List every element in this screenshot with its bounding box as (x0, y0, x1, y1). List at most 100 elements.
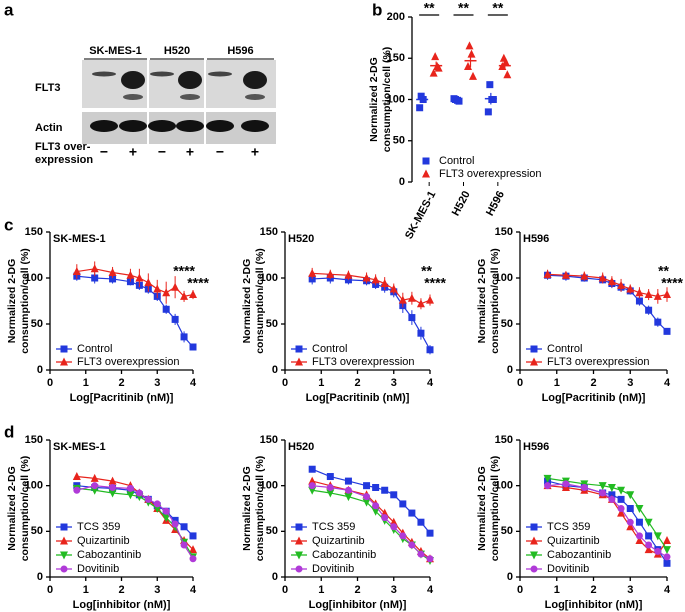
x-tick-label: 2 (118, 584, 124, 596)
data-point (408, 509, 416, 517)
data-point (465, 41, 474, 50)
data-point (607, 483, 616, 492)
data-point (407, 293, 416, 302)
legend-label: Cabozantinib (312, 549, 376, 561)
data-point (308, 486, 317, 495)
x-axis-label: Log[Pacritinib (nM)] (70, 392, 174, 404)
y-tick-label: 100 (25, 480, 43, 492)
y-tick-label: 50 (393, 135, 405, 147)
condition-sign: + (129, 144, 137, 160)
data-point (380, 279, 389, 288)
x-tick-label: 2 (354, 377, 360, 389)
data-point (429, 68, 438, 77)
series-line (547, 274, 668, 332)
blot-band (241, 120, 269, 132)
data-point (626, 284, 635, 293)
data-point (108, 489, 117, 498)
legend-marker (295, 345, 303, 353)
y-tick-label: 200 (387, 11, 405, 23)
panel-title: SK-MES-1 (53, 441, 106, 453)
data-point (598, 482, 607, 491)
significance: **** (424, 275, 446, 291)
legend-marker (295, 565, 303, 573)
x-tick-label: 3 (391, 377, 397, 389)
data-point (162, 507, 170, 515)
data-point (644, 290, 653, 299)
panel-title: H596 (523, 233, 549, 245)
data-point (417, 550, 425, 558)
blot-band (90, 120, 118, 132)
panel-label: c (4, 215, 13, 234)
legend-marker (60, 565, 68, 573)
blot-band (243, 71, 267, 89)
data-point (416, 299, 425, 308)
data-point (562, 480, 570, 488)
data-point (162, 514, 171, 523)
y-axis-label: consumption/cell (%) (489, 248, 501, 354)
data-point (399, 500, 407, 508)
x-tick-label: 1 (83, 584, 89, 596)
y-tick-label: 150 (25, 434, 43, 446)
data-point (399, 532, 407, 540)
y-tick-label: 0 (399, 176, 405, 188)
data-point (135, 273, 144, 282)
legend-marker (530, 536, 538, 545)
y-axis-label: Normalized 2-DG (476, 259, 488, 344)
data-point (189, 545, 197, 554)
data-point (663, 290, 671, 299)
y-axis-label: Normalized 2-DG (476, 466, 488, 551)
data-point (91, 274, 99, 282)
x-tick-label: 4 (427, 377, 434, 389)
legend-label: Dovitinib (547, 563, 589, 575)
y-axis-label: consumption/cell (%) (381, 47, 393, 153)
data-point (645, 306, 653, 314)
blot-band (180, 94, 200, 100)
legend-label: TCS 359 (547, 521, 590, 533)
y-tick-label: 100 (260, 480, 278, 492)
data-point (663, 535, 671, 544)
legend-label: FLT3 overexpression (312, 356, 415, 368)
significance: ** (458, 0, 469, 16)
condition-sign: − (100, 144, 108, 160)
x-tick-label: 0 (47, 377, 53, 389)
data-point (626, 518, 634, 526)
y-tick-label: 0 (272, 364, 278, 376)
significance: ** (421, 263, 432, 279)
data-point (617, 495, 625, 503)
y-axis-label: Normalized 2-DG (368, 57, 380, 142)
data-point (653, 291, 662, 300)
data-point (626, 522, 635, 531)
legend-label: Dovitinib (312, 563, 354, 575)
legend-marker (530, 551, 538, 560)
data-point (484, 108, 492, 116)
x-axis-label: Log[inhibitor (nM)] (545, 599, 643, 611)
data-point (171, 520, 179, 528)
y-tick-label: 50 (31, 318, 43, 330)
blot-band (206, 120, 234, 132)
blot-background (82, 60, 276, 108)
y-tick-label: 100 (387, 93, 405, 105)
data-point (344, 270, 353, 279)
legend-label: Quizartinib (77, 535, 130, 547)
data-point (426, 346, 434, 354)
data-point (326, 483, 334, 491)
legend-marker (60, 536, 68, 545)
legend-label: TCS 359 (312, 521, 355, 533)
data-point (580, 271, 589, 280)
y-tick-label: 150 (495, 226, 513, 238)
data-point (663, 559, 671, 567)
data-point (153, 284, 162, 293)
legend-marker (295, 551, 303, 560)
data-point (426, 529, 434, 537)
data-point (72, 472, 81, 481)
x-tick-label: 2 (590, 584, 596, 596)
data-point (108, 267, 117, 276)
data-point (371, 275, 380, 284)
y-tick-label: 150 (387, 52, 405, 64)
x-tick-label: 1 (83, 377, 89, 389)
y-axis-label: consumption/cell (%) (19, 248, 31, 354)
data-point (189, 290, 197, 299)
data-point (308, 482, 316, 490)
data-point (598, 273, 607, 282)
